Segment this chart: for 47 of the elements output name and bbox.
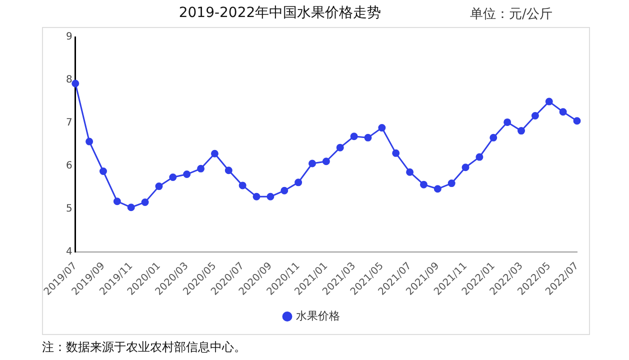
point — [434, 185, 442, 193]
point — [490, 134, 498, 142]
point — [238, 182, 246, 190]
y-tick-label: 6 — [66, 160, 72, 172]
point — [155, 182, 163, 190]
text: 注：数据来源于农业农村部信息中心。 — [42, 339, 246, 356]
legend-label: 水果价格 — [296, 309, 340, 322]
point — [462, 164, 470, 172]
chart-subtitle: 单位：元/公斤 — [470, 6, 552, 23]
point — [448, 180, 456, 188]
point — [99, 167, 107, 175]
point — [406, 168, 414, 176]
y-tick-label: 4 — [66, 246, 72, 258]
point — [294, 178, 302, 186]
point — [113, 198, 121, 206]
point — [72, 80, 80, 88]
point — [378, 124, 386, 132]
point — [559, 108, 567, 116]
y-tick-label: 9 — [66, 32, 72, 43]
point — [141, 198, 149, 206]
point — [364, 134, 372, 142]
point — [350, 132, 358, 140]
point — [169, 174, 177, 182]
point — [224, 166, 232, 174]
point — [127, 204, 135, 212]
y-tick-label: 5 — [66, 204, 72, 215]
point — [518, 127, 526, 135]
point — [476, 153, 484, 161]
point — [336, 144, 344, 152]
point — [392, 149, 400, 157]
point — [266, 192, 274, 200]
point — [504, 118, 512, 126]
y-tick-label: 7 — [66, 118, 72, 129]
y-tick-label: 8 — [66, 74, 72, 86]
point — [308, 160, 316, 168]
point — [420, 180, 428, 188]
point — [531, 112, 539, 120]
point — [573, 117, 581, 125]
point — [322, 158, 330, 166]
point — [280, 186, 288, 194]
point — [86, 138, 94, 146]
point — [183, 170, 191, 178]
point — [197, 164, 205, 172]
point — [252, 192, 260, 200]
chart-title: 2019-2022年中国水果价格走势 — [178, 4, 382, 22]
point — [210, 150, 218, 158]
point — [545, 98, 553, 106]
